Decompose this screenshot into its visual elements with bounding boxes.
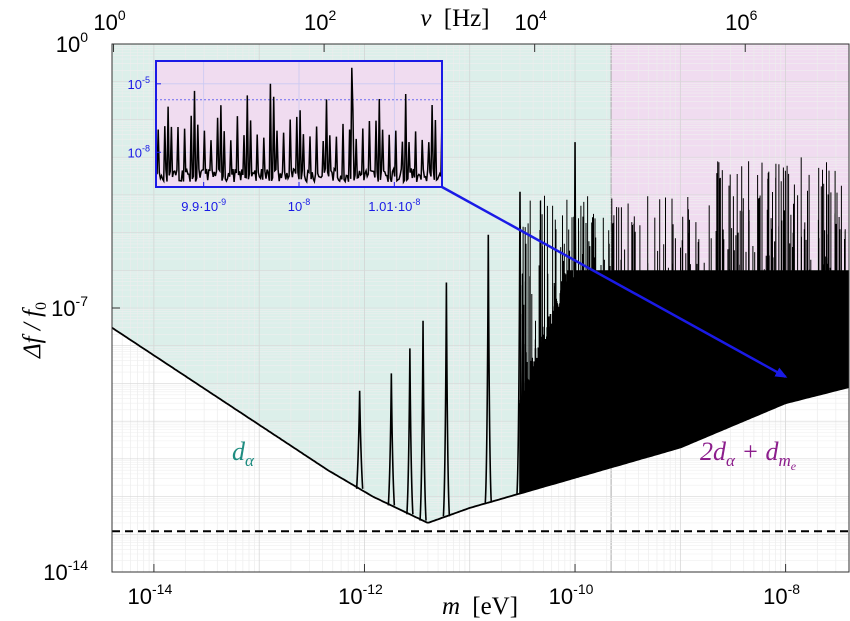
top-tick-label: 100 <box>93 7 125 35</box>
zoom-arrow <box>441 185 788 378</box>
inset-x-tick-label: 9.9·10-9 <box>181 197 226 214</box>
region-labels: dα 2dα + dme <box>232 437 797 473</box>
top-tick-label: 104 <box>515 7 547 35</box>
inset-curve <box>156 67 442 185</box>
inset-ticks: 10-5 10-8 9.9·10-9 10-8 1.01·10-8 <box>128 75 421 214</box>
resonance-spikes <box>519 157 846 494</box>
inset-spectrum <box>156 67 442 185</box>
top-axis-ticks: 100 102 104 106 <box>93 7 758 52</box>
y-tick-label: 100 <box>56 29 88 57</box>
y-tick-label: 10-7 <box>51 293 88 321</box>
top-tick-label: 102 <box>304 7 336 35</box>
resonance-peak <box>419 320 427 521</box>
region-label-combined: 2dα + dme <box>700 437 797 473</box>
x-tick-label: 10-12 <box>338 581 383 609</box>
y-axis-ticks: 10-14 10-7 100 <box>43 29 120 585</box>
top-axis-label: ν [Hz] <box>420 5 489 32</box>
resonance-peak <box>484 234 493 503</box>
region-label-d-alpha: dα <box>232 437 255 470</box>
inset-plot: 10-5 10-8 9.9·10-9 10-8 1.01·10-8 <box>128 60 443 214</box>
x-axis-label: m [eV] <box>442 593 518 620</box>
sensitivity-curve <box>112 142 849 524</box>
inset-x-tick-label: 1.01·10-8 <box>368 197 420 214</box>
inset-y-tick-label: 10-5 <box>128 75 150 92</box>
resonance-peak <box>442 282 451 517</box>
top-tick-label: 106 <box>725 7 757 35</box>
resonance-peak <box>406 348 414 515</box>
x-tick-label: 10-10 <box>549 581 594 609</box>
resonance-peak <box>516 191 524 494</box>
x-tick-label: 10-8 <box>763 581 800 609</box>
resonance-peak <box>571 142 579 478</box>
y-tick-label: 10-14 <box>43 557 88 585</box>
y-axis-label: Δf / f0 <box>19 302 50 359</box>
resonance-peak <box>387 373 396 506</box>
x-axis-ticks: 10-14 10-12 10-10 10-8 <box>128 564 800 609</box>
inset-x-tick-label: 10-8 <box>288 197 310 214</box>
inset-y-tick-label: 10-8 <box>128 143 150 160</box>
x-tick-label: 10-14 <box>128 581 173 609</box>
resonance-peak <box>355 390 364 489</box>
